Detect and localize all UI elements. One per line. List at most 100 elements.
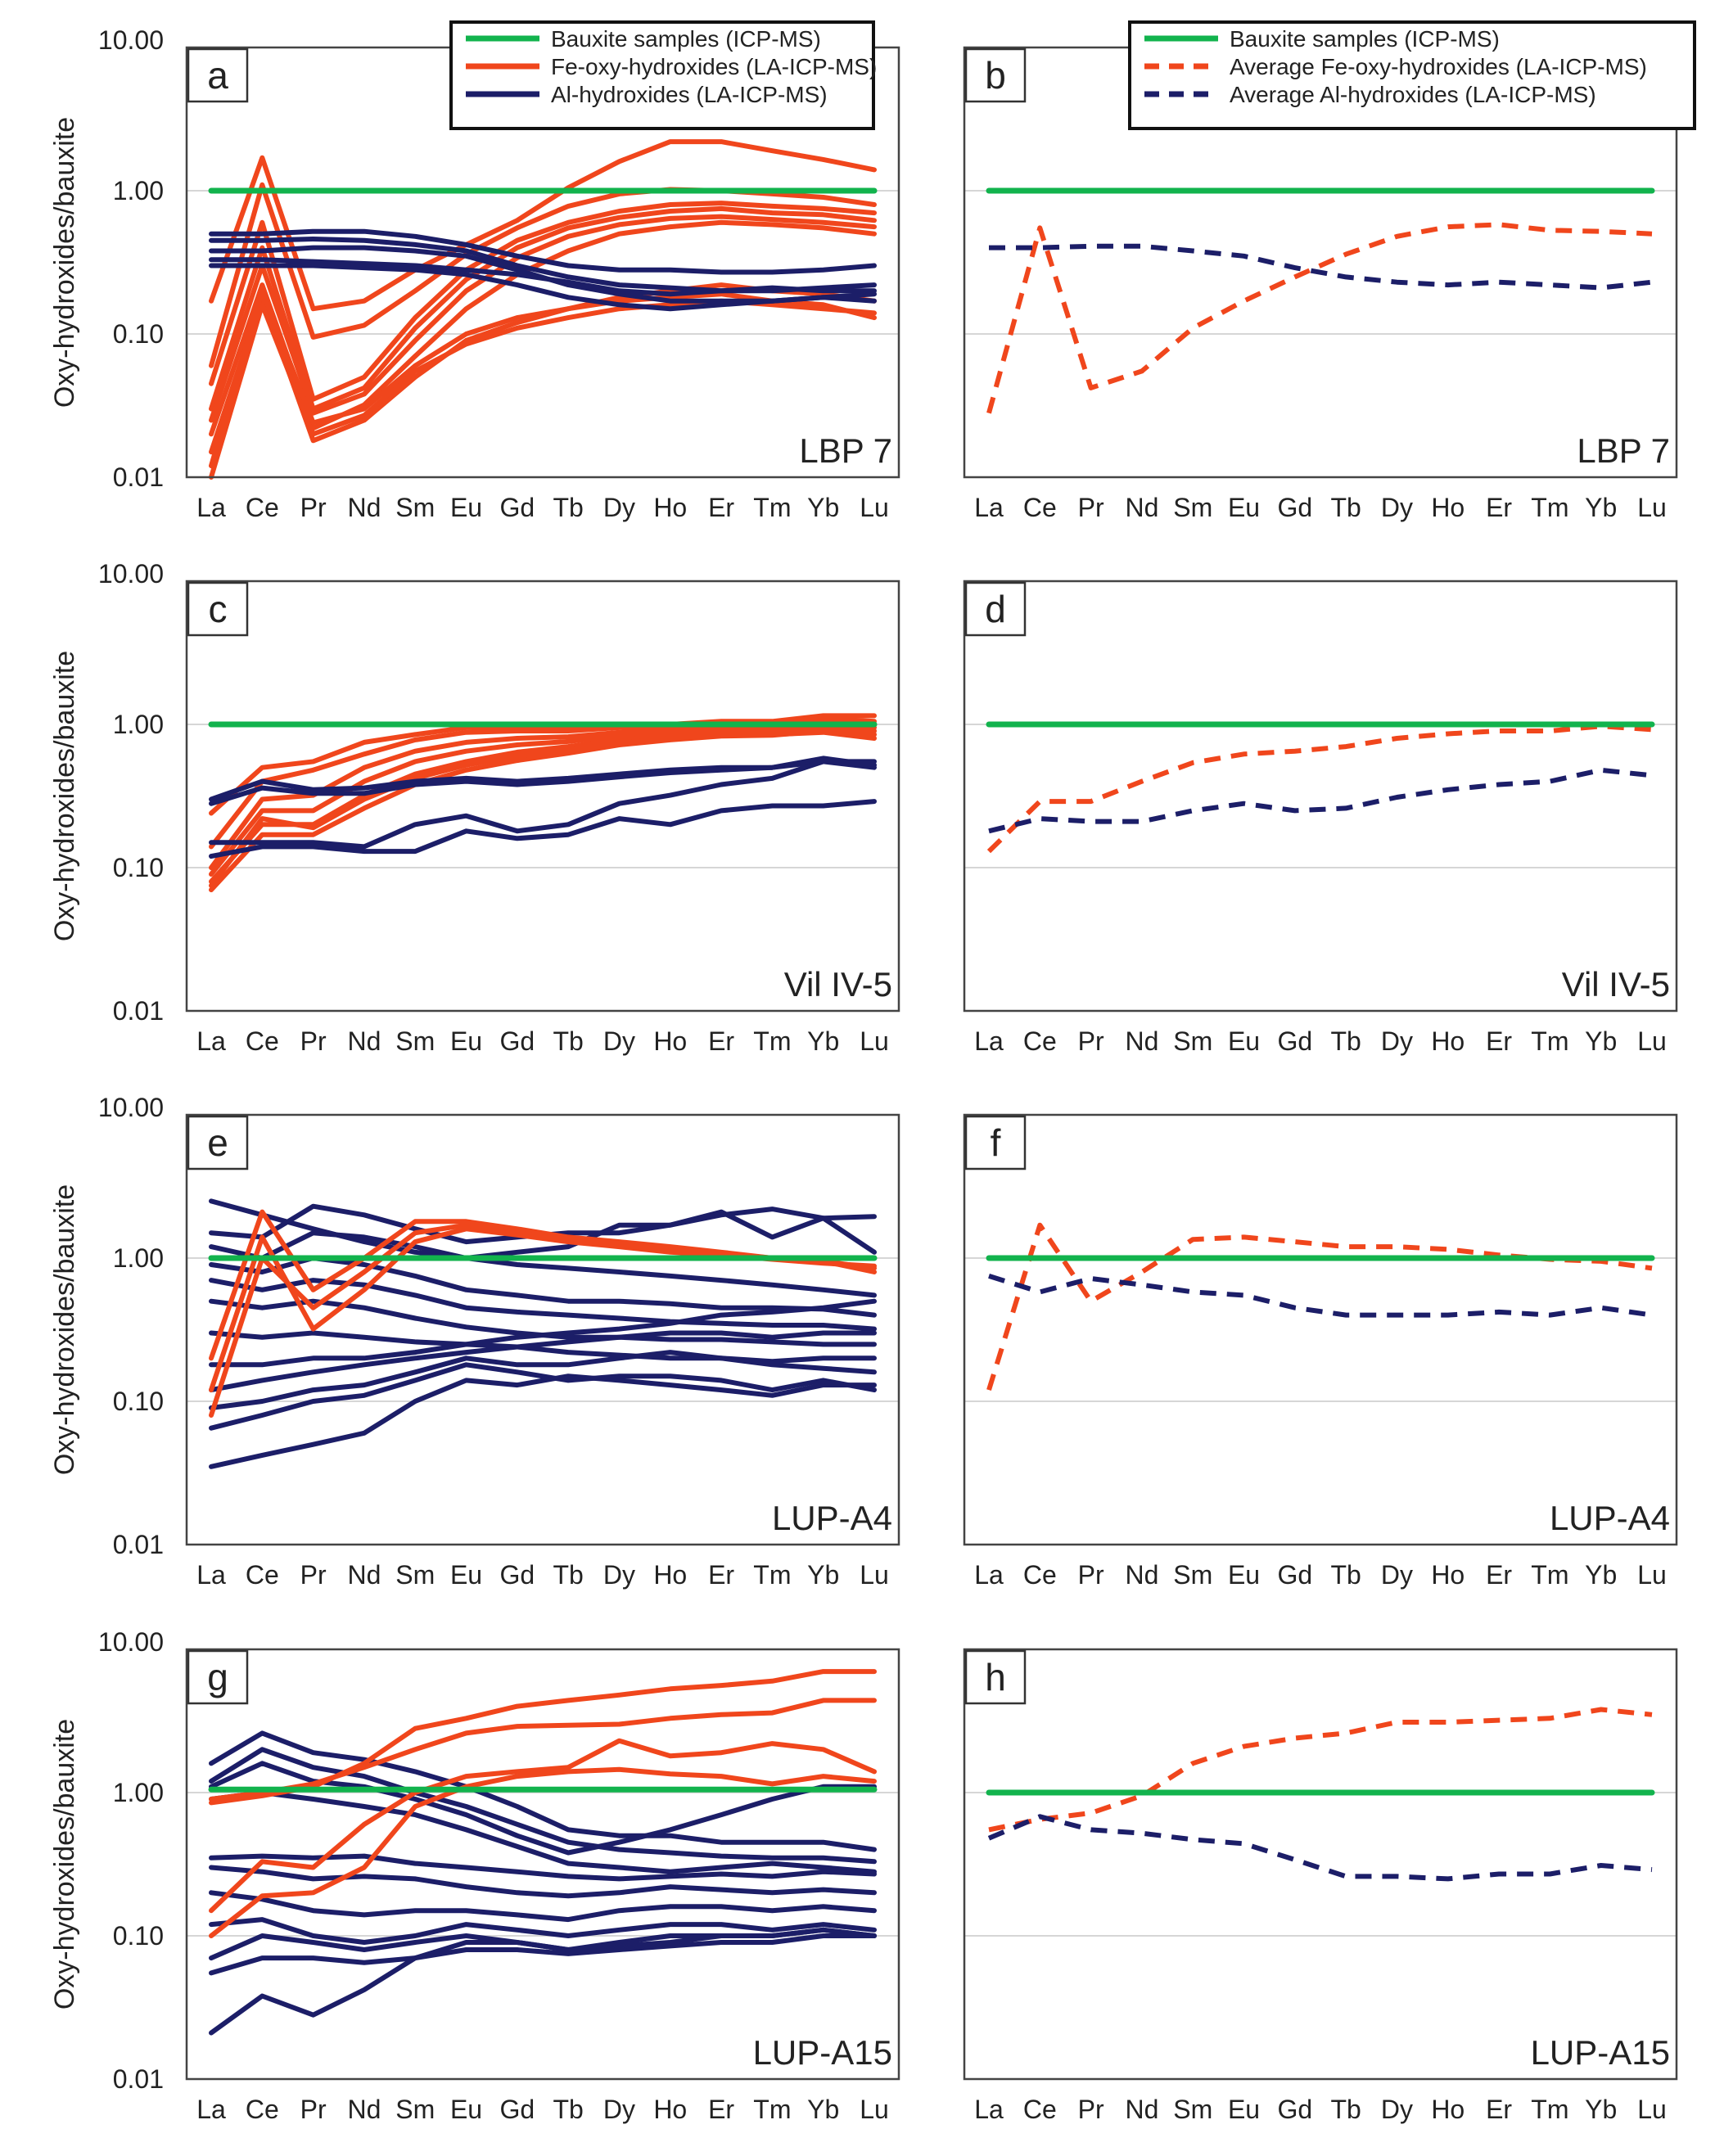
panel-letter-box — [187, 1115, 249, 1170]
legend-label: Bauxite samples (ICP-MS) — [551, 26, 821, 52]
xtick-label: Eu — [450, 1026, 482, 1056]
xtick-label: Pr — [300, 493, 327, 522]
ytick-label: 0.01 — [113, 996, 164, 1026]
sample-label: Vil IV-5 — [784, 965, 892, 1004]
xtick-label: Pr — [1078, 1560, 1104, 1590]
xtick-label: Lu — [1637, 493, 1667, 522]
xtick-label: Sm — [1173, 493, 1212, 522]
xtick-label: Ho — [1431, 1560, 1465, 1590]
xtick-label: Gd — [500, 493, 535, 522]
legend-box — [1128, 20, 1696, 130]
xtick-label: Er — [708, 1560, 734, 1590]
series-line-al-10 — [209, 759, 877, 850]
xtick-label: Dy — [603, 2095, 635, 2124]
series-line-al-1 — [209, 1198, 877, 1261]
xtick-label: Eu — [1228, 493, 1260, 522]
xtick-label: Yb — [807, 493, 839, 522]
panel-g: 10.00 1.00 0.10 0.01 Oxy-hydroxides/bauxite L… — [49, 1627, 900, 2124]
series-line-al-9 — [209, 756, 877, 806]
ytick-label: 0.10 — [113, 1387, 164, 1416]
xtick-label: Tb — [1330, 2095, 1361, 2124]
xtick-label: Lu — [1637, 2095, 1667, 2124]
ytick-label: 10.00 — [98, 559, 164, 589]
ytick-label: 0.10 — [113, 1921, 164, 1951]
series-line-fe-1 — [986, 1222, 1653, 1391]
panel-letter-box — [187, 581, 249, 637]
xtick-label: Lu — [860, 2095, 889, 2124]
xtick-label: Sm — [1173, 2095, 1212, 2124]
xtick-label: Ho — [653, 493, 687, 522]
plot-frame — [963, 1113, 1678, 1546]
xtick-label: Gd — [1278, 1026, 1313, 1056]
series-line-al-7 — [209, 1330, 877, 1364]
xtick-label: Tm — [1531, 2095, 1568, 2124]
xtick-label: Pr — [300, 1560, 327, 1590]
series-line-fe-14 — [209, 1738, 877, 1914]
xtick-label: Ce — [246, 1026, 279, 1056]
series-line-fe-3 — [209, 201, 877, 402]
xtick-label: Lu — [860, 1560, 889, 1590]
series-line-fe-8 — [209, 298, 877, 480]
series-line-al-2 — [988, 767, 1653, 834]
plot-frame — [963, 580, 1678, 1013]
xtick-label: Tm — [753, 2095, 791, 2124]
panel-letter: c — [209, 588, 228, 630]
xtick-label: Eu — [450, 2095, 482, 2124]
xtick-label: Eu — [450, 1560, 482, 1590]
xtick-label: La — [974, 2095, 1004, 2124]
panel-letter: e — [207, 1121, 228, 1164]
xtick-label: La — [974, 493, 1004, 522]
ytick-label: 10.00 — [98, 1093, 164, 1122]
series-line-al-3 — [209, 1230, 877, 1298]
xtick-label: Er — [708, 493, 734, 522]
series-line-fe-4 — [209, 205, 877, 412]
xtick-label: Tm — [753, 493, 791, 522]
panel-h: La Ce Pr Nd Sm Eu Gd Tb Dy Ho Er Tm Yb Lu h LUP-A15 — [963, 1648, 1678, 2124]
y-axis-label: Oxy-hydroxides/bauxite — [49, 651, 80, 941]
series-line-al-8 — [209, 1917, 877, 1945]
xtick-label: Tm — [753, 1026, 791, 1056]
xtick-label: Er — [1486, 2095, 1512, 2124]
xtick-label: Dy — [603, 1026, 635, 1056]
ytick-label: 0.01 — [113, 1530, 164, 1559]
xtick-label: Dy — [603, 1560, 635, 1590]
series-line-fe-13 — [209, 1698, 877, 1802]
xtick-label: Tb — [553, 1560, 583, 1590]
series-line-al-3 — [209, 1761, 877, 1856]
panel-letter-box — [964, 581, 1027, 637]
xtick-label: Nd — [1125, 493, 1158, 522]
xtick-label: Ho — [1431, 2095, 1465, 2124]
legend-label: Al-hydroxides (LA-ICP-MS) — [551, 82, 828, 107]
xtick-label: Yb — [1585, 1560, 1617, 1590]
xtick-label: Nd — [1125, 1026, 1158, 1056]
sample-label: LUP-A4 — [772, 1499, 892, 1537]
ytick-label: 1.00 — [113, 1778, 164, 1807]
ytick-label: 10.00 — [98, 1627, 164, 1657]
series-line-al-10 — [209, 228, 877, 275]
ytick-label: 0.10 — [113, 853, 164, 882]
xtick-label: Tm — [1531, 1026, 1568, 1056]
xtick-label: Sm — [395, 1560, 435, 1590]
series-line-fe-5 — [209, 214, 877, 423]
xtick-label: Pr — [1078, 1026, 1104, 1056]
xtick-label: Nd — [1125, 2095, 1158, 2124]
series-line-al-10 — [209, 1350, 877, 1410]
legend-label: Average Fe-oxy-hydroxides (LA-ICP-MS) — [1230, 54, 1647, 79]
xtick-label: Ce — [1023, 493, 1057, 522]
xtick-label: Sm — [1173, 1560, 1212, 1590]
xtick-label: Ce — [246, 493, 279, 522]
xtick-label: Er — [708, 2095, 734, 2124]
panel-letter: d — [985, 588, 1006, 630]
xtick-label: Yb — [807, 1560, 839, 1590]
panel-letter: a — [207, 54, 228, 97]
xtick-label: La — [196, 1560, 226, 1590]
series-line-al-11 — [209, 1362, 877, 1431]
xtick-label: Tm — [1531, 493, 1568, 522]
panel-letter: g — [207, 1656, 228, 1698]
panel-c: 10.00 1.00 0.10 0.01 Oxy-hydroxides/bauxite L… — [49, 559, 900, 1056]
series-line-al-2 — [989, 243, 1653, 291]
xtick-label: Eu — [450, 493, 482, 522]
xtick-label: Sm — [395, 2095, 435, 2124]
panel-f: La Ce Pr Nd Sm Eu Gd Tb Dy Ho Er Tm Yb Lu f LUP-A4 — [963, 1113, 1678, 1590]
